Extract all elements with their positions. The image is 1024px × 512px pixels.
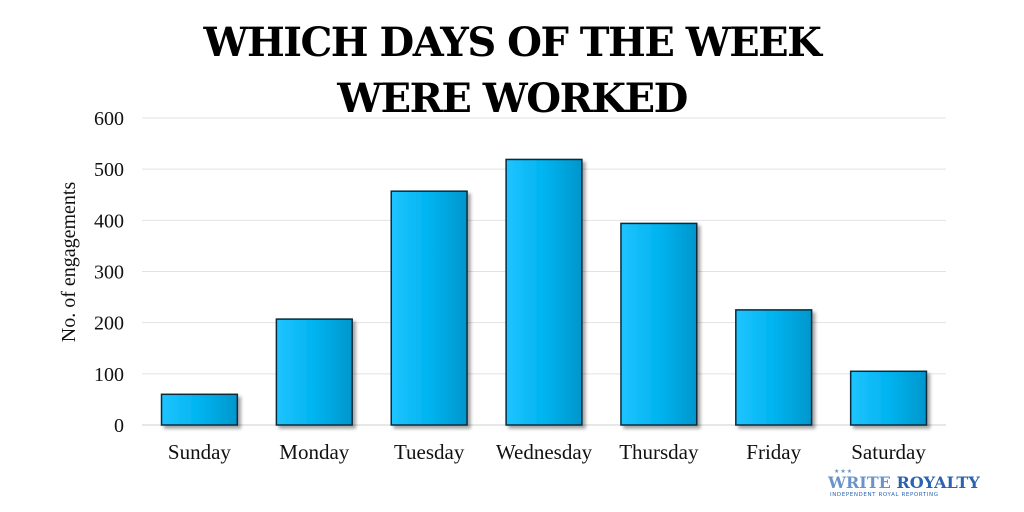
x-tick-label: Tuesday: [394, 440, 465, 464]
y-tick-label: 100: [94, 364, 124, 386]
bar-sunday: [160, 393, 239, 426]
y-tick-label: 500: [94, 159, 124, 181]
logo-word-write: WRITE: [828, 473, 891, 492]
bar-tuesday: [390, 190, 468, 426]
x-tick-label: Monday: [279, 440, 349, 464]
logo-wordmark: WRITE ROYALTY: [828, 474, 988, 492]
y-axis-ticks: 0 100 200 300 400 500 600: [94, 108, 124, 437]
bars: [160, 158, 928, 426]
bar-wednesday: [505, 158, 583, 426]
bar-monday: [275, 318, 353, 426]
x-tick-label: Saturday: [851, 440, 926, 464]
bar-friday: [735, 309, 813, 426]
x-axis-categories: Sunday Monday Tuesday Wednesday Thursday Frid…: [168, 440, 926, 464]
chart-title: WHICH DAYS OF THE WEEK WERE WORKED: [203, 19, 825, 122]
y-tick-label: 400: [94, 210, 124, 232]
y-tick-label: 0: [114, 415, 124, 437]
write-royalty-logo: ★★★ WRITE ROYALTY INDEPENDENT ROYAL REPO…: [828, 468, 988, 504]
y-tick-label: 300: [94, 262, 124, 284]
bar-thursday: [620, 222, 698, 426]
chart-title-line-1: WHICH DAYS OF THE WEEK: [203, 19, 824, 66]
chart-title-line-2: WERE WORKED: [336, 75, 687, 122]
logo-word-royalty: ROYALTY: [896, 473, 980, 492]
x-tick-label: Friday: [746, 440, 801, 464]
logo-stars: ★★★: [834, 468, 854, 475]
y-tick-label: 600: [94, 108, 124, 130]
bar-saturday: [849, 370, 928, 426]
logo-tagline: INDEPENDENT ROYAL REPORTING: [830, 492, 939, 498]
x-tick-label: Thursday: [619, 440, 699, 464]
y-tick-label: 200: [94, 313, 124, 335]
y-axis-label: No. of engagements: [58, 182, 80, 343]
x-tick-label: Sunday: [168, 440, 232, 464]
x-tick-label: Wednesday: [496, 440, 593, 464]
